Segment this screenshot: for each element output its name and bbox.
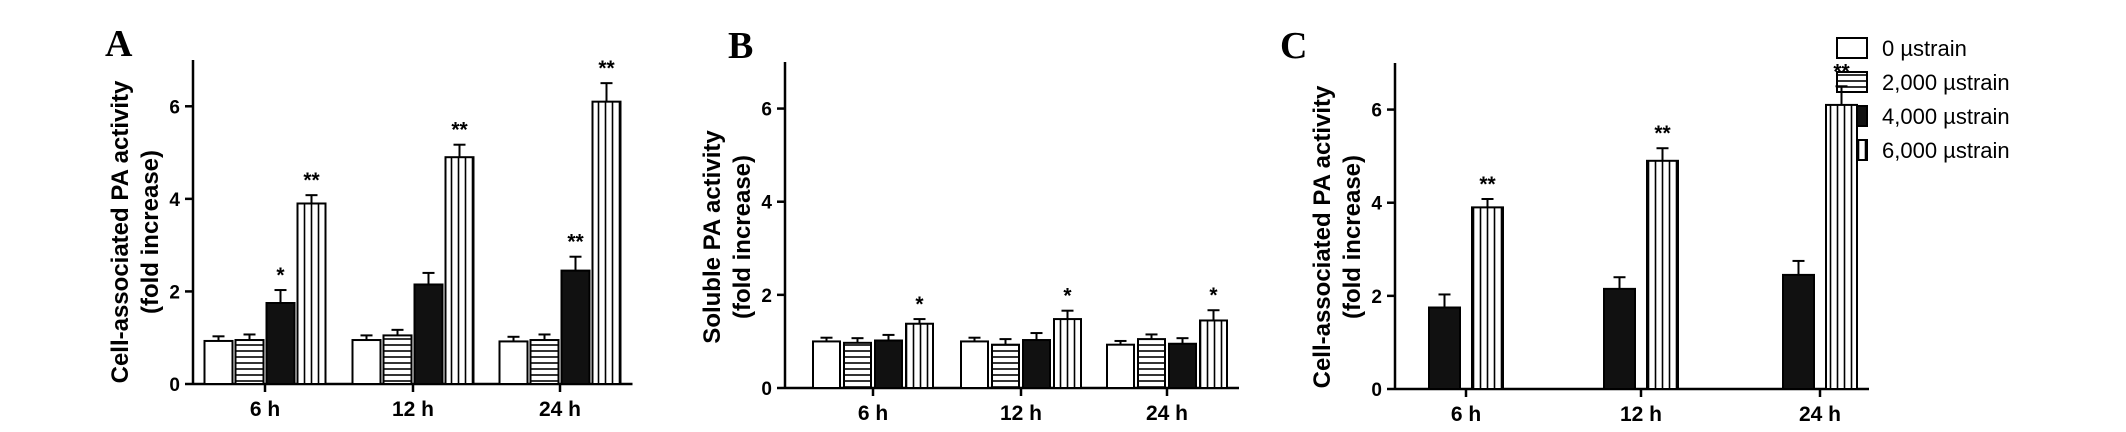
panel-b-bar-2-000-strain-24-h	[1137, 338, 1166, 390]
panel-a-category-label: 6 h	[250, 398, 280, 421]
legend-label-2000-ustrain: 2,000 µstrain	[1882, 70, 2010, 95]
panel-a-bar-4-000-strain-12-h	[413, 283, 444, 385]
panel-a-bar-0-strain-12-h	[351, 339, 382, 385]
panel-c-category-label: 24 h	[1799, 403, 1841, 426]
panel-b-bar-6-000-strain-12-h	[1053, 318, 1082, 389]
panel-c-ylabel-line1: Cell-associated PA activity	[1309, 85, 1336, 388]
panel-b-category-label: 12 h	[1000, 402, 1042, 425]
panel-a-ylabel-line2: (fold increase)	[137, 150, 164, 314]
panel-b-ytick-label: 6	[761, 100, 772, 121]
panel-c-bar-6-000-strain-12-h	[1646, 159, 1679, 390]
panel-c-significance-6-000-strain-12-h: **	[1654, 122, 1671, 145]
panel-a-significance-6-000-strain-12-h: **	[451, 119, 468, 142]
panel-b-bar-0-strain-12-h	[960, 340, 989, 389]
panel-b-bar-0-strain-6-h	[812, 340, 841, 389]
panel-c-category-label: 6 h	[1451, 403, 1481, 426]
panel-c-bar-4-000-strain-24-h	[1782, 273, 1815, 390]
panel-a-significance-4-000-strain-24-h: **	[567, 231, 584, 254]
panel-c-bar-6-000-strain-6-h	[1471, 206, 1504, 390]
panel-c-bar-4-000-strain-6-h	[1428, 306, 1461, 390]
legend-label-4000-ustrain: 4,000 µstrain	[1882, 104, 2010, 129]
panel-c-bar-4-000-strain-12-h	[1603, 287, 1636, 390]
panel-b-bar-6-000-strain-24-h	[1199, 319, 1228, 390]
panel-c-significance-6-000-strain-24-h: **	[1833, 60, 1850, 83]
panel-a-ylabel-line1: Cell-associated PA activity	[107, 80, 134, 383]
panel-b-significance-6-000-strain-24-h: *	[1209, 284, 1218, 307]
panel-b-bar-2-000-strain-6-h	[843, 341, 872, 389]
panel-a-bar-4-000-strain-6-h	[265, 302, 296, 385]
panel-b-significance-6-000-strain-12-h: *	[1063, 285, 1072, 308]
legend-swatch-0-ustrain	[1836, 37, 1868, 59]
panel-b-bar-4-000-strain-24-h	[1168, 342, 1197, 389]
panel-a-bar-6-000-strain-6-h	[296, 202, 327, 385]
panel-b-ylabel-line2: (fold increase)	[729, 155, 756, 319]
panel-label-b: B	[728, 25, 753, 67]
panel-a-bar-0-strain-24-h	[498, 340, 529, 385]
panel-a-bar-0-strain-6-h	[203, 339, 234, 385]
panel-a-ytick-label: 4	[169, 190, 180, 211]
panel-a-significance-4-000-strain-6-h: *	[276, 264, 285, 287]
panel-b-significance-6-000-strain-6-h: *	[915, 293, 924, 316]
panel-b-bar-0-strain-24-h	[1106, 343, 1135, 389]
panel-a-bar-2-000-strain-6-h	[234, 339, 265, 385]
panel-c-ylabel-line2: (fold increase)	[1339, 155, 1366, 319]
panel-b-bar-2-000-strain-12-h	[991, 343, 1020, 389]
panel-c-ytick-label: 0	[1371, 380, 1382, 401]
panel-a-bar-2-000-strain-12-h	[382, 334, 413, 385]
panel-c-ytick-label: 2	[1371, 287, 1382, 308]
panel-b-bar-6-000-strain-6-h	[905, 322, 934, 389]
panel-b-category-label: 6 h	[858, 402, 888, 425]
panel-c-chart: 0 2 4 6 6 h ** 12 h ** 24 h **	[1371, 60, 1869, 426]
panel-label-c: C	[1280, 25, 1307, 67]
panel-a-category-label: 24 h	[539, 398, 581, 421]
panel-c-category-label: 12 h	[1620, 403, 1662, 426]
panel-c-significance-6-000-strain-6-h: **	[1479, 173, 1496, 196]
panel-b-ytick-label: 2	[761, 286, 772, 307]
panel-b-ytick-label: 0	[761, 379, 772, 400]
panel-a-significance-6-000-strain-6-h: **	[303, 169, 320, 192]
legend-label-6000-ustrain: 6,000 µstrain	[1882, 138, 2010, 163]
panel-b-bar-4-000-strain-12-h	[1022, 339, 1051, 390]
panel-c-ytick-label: 6	[1371, 101, 1382, 122]
panel-label-a: A	[105, 23, 133, 65]
legend-label-0-ustrain: 0 µstrain	[1882, 36, 1967, 61]
panel-a-ytick-label: 0	[169, 375, 180, 396]
panel-a-bar-2-000-strain-24-h	[529, 339, 560, 385]
panel-a-bar-6-000-strain-12-h	[444, 156, 475, 385]
panel-c-bar-6-000-strain-24-h	[1825, 103, 1858, 391]
panel-c-ytick-label: 4	[1371, 194, 1382, 215]
panel-b-bar-4-000-strain-6-h	[874, 339, 903, 389]
panel-a-ytick-label: 2	[169, 282, 180, 303]
legend: 0 µstrain 2,000 µstrain 4,000 µstrain 6,…	[1836, 36, 2010, 163]
panel-a-significance-6-000-strain-24-h: **	[598, 57, 615, 80]
panel-b-ylabel-line1: Soluble PA activity	[699, 130, 726, 344]
panel-a-bar-6-000-strain-24-h	[591, 100, 622, 386]
panel-a-bar-4-000-strain-24-h	[560, 269, 591, 386]
panel-b-chart: 0 2 4 6 6 h * 12 h * 24 h *	[761, 62, 1239, 425]
panel-b-ytick-label: 4	[761, 193, 772, 214]
panel-a-ytick-label: 6	[169, 97, 180, 118]
panel-b-category-label: 24 h	[1146, 402, 1188, 425]
panel-a-category-label: 12 h	[392, 398, 434, 421]
